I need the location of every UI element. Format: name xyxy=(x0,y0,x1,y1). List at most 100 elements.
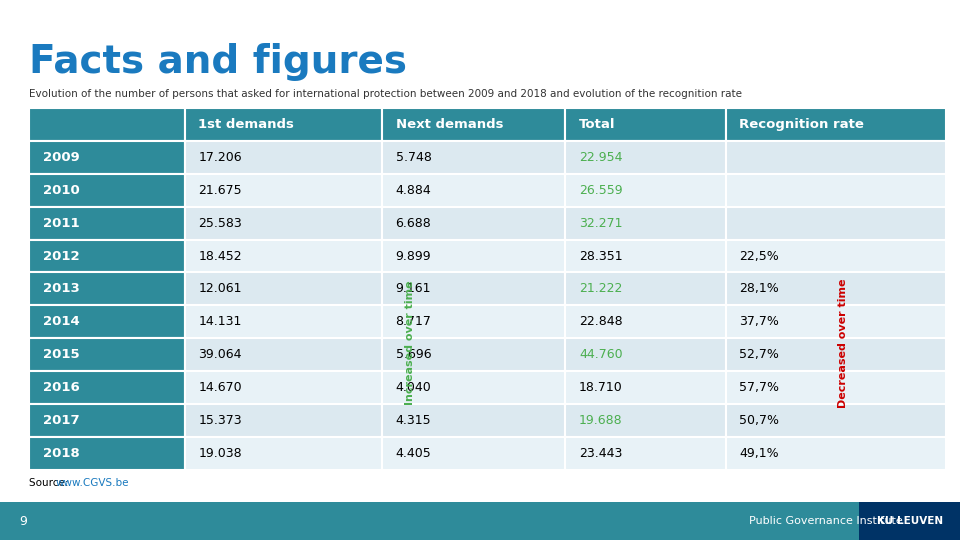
Text: 2011: 2011 xyxy=(42,217,79,230)
Bar xyxy=(184,240,382,273)
Bar xyxy=(184,404,382,437)
Bar xyxy=(382,108,565,141)
Bar xyxy=(382,305,565,338)
Bar xyxy=(184,141,382,174)
Text: 6.688: 6.688 xyxy=(396,217,431,230)
Bar xyxy=(726,174,946,207)
Bar xyxy=(565,404,726,437)
Text: 18.452: 18.452 xyxy=(199,249,242,262)
Text: 2012: 2012 xyxy=(42,249,79,262)
Bar xyxy=(184,437,382,470)
Text: 21.222: 21.222 xyxy=(579,282,622,295)
Bar xyxy=(565,371,726,404)
Text: 5.696: 5.696 xyxy=(396,348,431,361)
Bar xyxy=(184,174,382,207)
Text: 1st demands: 1st demands xyxy=(199,118,295,131)
Bar xyxy=(382,141,565,174)
Text: Increased over time: Increased over time xyxy=(405,281,416,406)
Text: 22.954: 22.954 xyxy=(579,151,622,164)
Text: 32.271: 32.271 xyxy=(579,217,622,230)
Text: 2018: 2018 xyxy=(42,447,80,460)
Text: 14.131: 14.131 xyxy=(199,315,242,328)
Text: 50,7%: 50,7% xyxy=(739,414,780,427)
Text: Evolution of the number of persons that asked for international protection betwe: Evolution of the number of persons that … xyxy=(29,89,742,99)
Text: 14.670: 14.670 xyxy=(199,381,242,394)
Text: 4.040: 4.040 xyxy=(396,381,431,394)
Bar xyxy=(382,404,565,437)
Bar xyxy=(726,273,946,305)
Text: 19.038: 19.038 xyxy=(199,447,242,460)
Bar xyxy=(726,141,946,174)
Bar xyxy=(382,437,565,470)
Bar xyxy=(726,437,946,470)
Text: 52,7%: 52,7% xyxy=(739,348,780,361)
Text: 2009: 2009 xyxy=(42,151,80,164)
Text: 44.760: 44.760 xyxy=(579,348,622,361)
Bar xyxy=(565,273,726,305)
Bar xyxy=(382,371,565,404)
Text: www.CGVS.be: www.CGVS.be xyxy=(56,478,130,488)
Bar xyxy=(29,174,184,207)
Text: Public Governance Institute: Public Governance Institute xyxy=(749,516,902,526)
Text: 28.351: 28.351 xyxy=(579,249,622,262)
Text: 4.405: 4.405 xyxy=(396,447,431,460)
Bar xyxy=(29,338,184,371)
Text: 23.443: 23.443 xyxy=(579,447,622,460)
Text: 26.559: 26.559 xyxy=(579,184,622,197)
Text: 25.583: 25.583 xyxy=(199,217,242,230)
Text: 9: 9 xyxy=(19,515,27,528)
Text: 22.848: 22.848 xyxy=(579,315,622,328)
Bar xyxy=(184,371,382,404)
Bar xyxy=(565,174,726,207)
Bar xyxy=(29,437,184,470)
Text: 4.315: 4.315 xyxy=(396,414,431,427)
Text: 5.748: 5.748 xyxy=(396,151,431,164)
Bar xyxy=(29,404,184,437)
Bar xyxy=(29,108,184,141)
Text: 19.688: 19.688 xyxy=(579,414,622,427)
Text: 22,5%: 22,5% xyxy=(739,249,780,262)
Text: 49,1%: 49,1% xyxy=(739,447,779,460)
Text: 2016: 2016 xyxy=(42,381,80,394)
Bar xyxy=(382,207,565,240)
Text: Decreased over time: Decreased over time xyxy=(837,279,848,408)
Text: Source:: Source: xyxy=(29,478,72,488)
Bar xyxy=(726,338,946,371)
Bar xyxy=(382,240,565,273)
Text: Next demands: Next demands xyxy=(396,118,503,131)
Text: Facts and figures: Facts and figures xyxy=(29,43,407,81)
Bar xyxy=(726,371,946,404)
Text: 8.717: 8.717 xyxy=(396,315,431,328)
Text: 9.899: 9.899 xyxy=(396,249,431,262)
Text: 9.161: 9.161 xyxy=(396,282,431,295)
Text: 2015: 2015 xyxy=(42,348,79,361)
Bar xyxy=(565,141,726,174)
Bar xyxy=(184,305,382,338)
Bar xyxy=(726,207,946,240)
Text: KU LEUVEN: KU LEUVEN xyxy=(877,516,943,526)
Text: 37,7%: 37,7% xyxy=(739,315,780,328)
Bar xyxy=(565,207,726,240)
Bar xyxy=(29,273,184,305)
Bar xyxy=(29,240,184,273)
Bar xyxy=(382,174,565,207)
Text: 15.373: 15.373 xyxy=(199,414,242,427)
Bar xyxy=(565,108,726,141)
Text: 2010: 2010 xyxy=(42,184,80,197)
Bar xyxy=(726,404,946,437)
Text: 2014: 2014 xyxy=(42,315,80,328)
Bar xyxy=(184,338,382,371)
Bar xyxy=(184,273,382,305)
Text: Recognition rate: Recognition rate xyxy=(739,118,864,131)
Bar xyxy=(29,371,184,404)
Bar xyxy=(565,240,726,273)
Text: 2013: 2013 xyxy=(42,282,80,295)
Text: 17.206: 17.206 xyxy=(199,151,242,164)
Bar xyxy=(382,273,565,305)
Text: 2017: 2017 xyxy=(42,414,79,427)
Bar xyxy=(29,207,184,240)
Bar xyxy=(382,338,565,371)
Bar xyxy=(726,240,946,273)
Bar xyxy=(184,207,382,240)
Bar xyxy=(859,502,960,540)
